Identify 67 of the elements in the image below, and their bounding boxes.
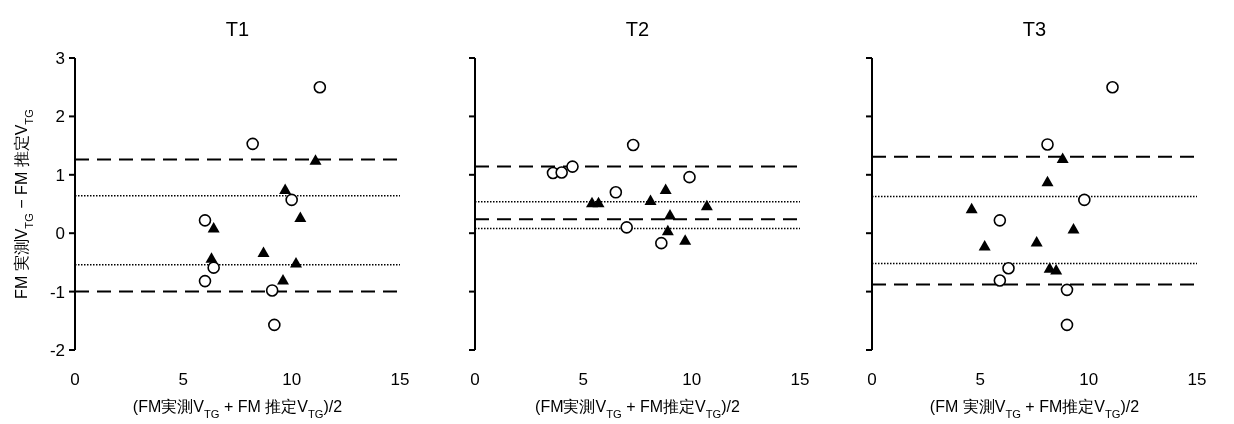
point [679, 234, 692, 245]
x-tick-label: 15 [790, 370, 810, 389]
x-tick-label: 5 [578, 370, 589, 389]
point [566, 160, 579, 173]
x-tick-label: 10 [1079, 370, 1099, 389]
x-axis-title: (FM 実測V$_{TG}$ + FM推定V$_{TG}$)/2 [929, 398, 1140, 420]
point [1041, 175, 1054, 187]
y-tick-label: 3 [55, 49, 65, 68]
point [279, 183, 292, 194]
x-tick-label: 15 [390, 370, 410, 389]
chart-title: T3 [1022, 18, 1047, 40]
x-axis-title: (FM実測V$_{TG}$ + FM推定V$_{TG}$)/2 [535, 398, 741, 420]
point [309, 154, 322, 165]
point [294, 211, 307, 222]
point [207, 221, 220, 233]
point [205, 252, 218, 263]
point [655, 236, 668, 250]
point [700, 199, 713, 211]
x-axis-title: (FM実測V$_{TG}$ + FM 推定V$_{TG}$)/2 [132, 398, 343, 420]
point [993, 214, 1007, 227]
x-tick-label: 10 [282, 370, 302, 389]
point [661, 224, 674, 236]
point [644, 194, 657, 205]
point [207, 261, 220, 274]
x-tick-label: 15 [1187, 370, 1207, 389]
point [246, 137, 259, 151]
point [257, 246, 270, 257]
point [626, 138, 640, 152]
x-tick-label: 5 [975, 370, 986, 389]
point [659, 183, 672, 194]
x-tick-label: 5 [178, 370, 189, 389]
chart-title: T1 [225, 18, 250, 40]
point [1067, 223, 1080, 234]
point [1041, 138, 1054, 151]
x-tick-label: 0 [470, 370, 480, 389]
point [285, 193, 298, 207]
point [1078, 193, 1091, 207]
y-tick-label: 0 [55, 224, 65, 244]
y-tick-label: 2 [55, 107, 65, 127]
point [1030, 235, 1043, 247]
point [268, 318, 281, 332]
point [1050, 263, 1063, 275]
y-tick-label: 1 [55, 165, 65, 185]
chart-title: T2 [625, 18, 650, 40]
point [265, 284, 279, 297]
point [1106, 80, 1119, 94]
point [555, 166, 568, 179]
point [683, 170, 696, 184]
point [620, 221, 633, 234]
y-tick-label: -2 [49, 341, 65, 360]
point [978, 240, 991, 251]
point [1002, 261, 1015, 275]
point [592, 196, 605, 208]
point [198, 274, 212, 288]
point [1060, 318, 1074, 332]
x-tick-label: 0 [867, 370, 877, 389]
x-tick-label: 10 [682, 370, 702, 389]
point [965, 202, 978, 214]
point [609, 186, 623, 199]
x-tick-label: 0 [70, 370, 80, 389]
point [664, 209, 676, 220]
y-tick-label: -1 [49, 282, 65, 302]
point [313, 80, 327, 94]
point [1056, 152, 1069, 163]
point [993, 274, 1007, 287]
point [198, 214, 212, 227]
point [1060, 283, 1074, 297]
